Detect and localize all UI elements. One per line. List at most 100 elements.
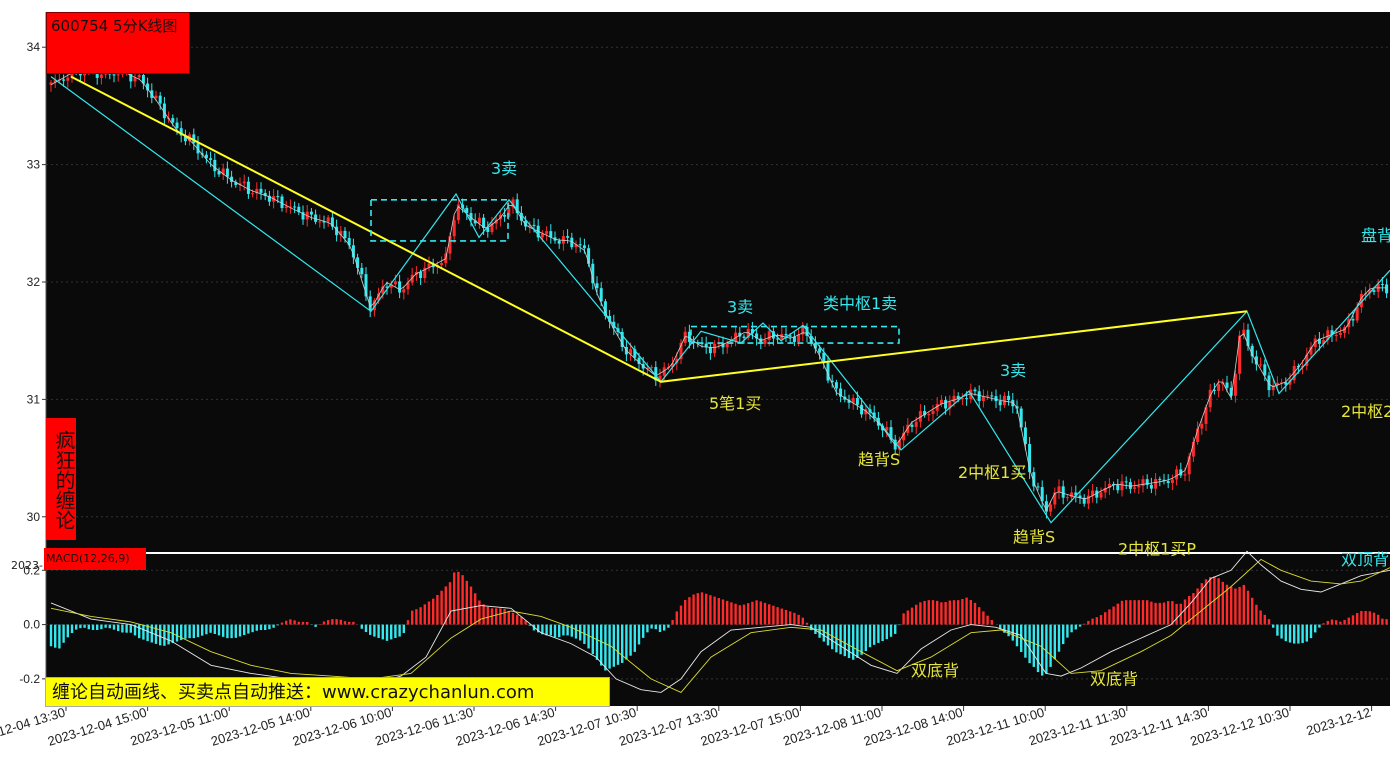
candle-body (1065, 497, 1069, 499)
candle-body (175, 122, 179, 129)
candle-body (767, 331, 771, 340)
candle-body (381, 286, 385, 294)
candle-body (477, 217, 481, 224)
yellow-stroke-line (70, 75, 1248, 383)
price-tick-label: 33 (27, 158, 41, 172)
candle-body (515, 199, 519, 214)
side-label: 疯狂的缠论 (46, 418, 76, 540)
candle-body (608, 315, 612, 322)
candle-body (1074, 492, 1078, 496)
candle-body (956, 395, 960, 399)
candle-body (839, 388, 843, 397)
candle-body (1330, 330, 1334, 336)
candle-body (1040, 487, 1044, 502)
candle-body (1078, 495, 1082, 498)
candle-body (582, 245, 586, 249)
candle-body (788, 335, 792, 337)
candle-body (692, 342, 696, 344)
candle-body (1175, 469, 1179, 480)
candle-body (158, 95, 162, 104)
candle-body (1380, 284, 1384, 286)
candle-body (1103, 488, 1107, 493)
candle-body (1263, 364, 1267, 376)
candle-body (1322, 340, 1326, 344)
candle-body (1179, 469, 1183, 476)
candle-body (490, 223, 494, 232)
macd-histogram (49, 571, 1388, 676)
candle-body (1212, 389, 1216, 391)
candle-body (372, 300, 376, 311)
candle-body (1267, 375, 1271, 391)
candle-body (759, 338, 763, 344)
candle-body (591, 263, 595, 284)
candle-body (230, 176, 234, 182)
candle-body (679, 342, 683, 360)
candle-body (473, 220, 477, 224)
candle-body (1019, 408, 1023, 428)
price-annotations: 3卖3卖类中枢1卖5笔1买3卖趋背S2中枢1买趋背S2中枢1买P盘背J2中枢2买 (491, 159, 1390, 558)
candle-body (183, 135, 187, 142)
candle-body (423, 267, 427, 279)
candle-body (49, 82, 53, 85)
candle-body (960, 398, 964, 400)
candle-body (1032, 472, 1036, 487)
candle-body (154, 95, 158, 98)
candle-body (545, 231, 549, 234)
candle-body (393, 281, 397, 285)
candle-body (1217, 384, 1221, 391)
candle-body (486, 227, 490, 232)
candle-body (927, 413, 931, 416)
candle-body (570, 237, 574, 248)
candle-body (1225, 382, 1229, 388)
candle-body (637, 357, 641, 364)
candle-body (1334, 334, 1338, 336)
candle-body (931, 410, 935, 414)
candle-body (822, 352, 826, 363)
candle-body (519, 213, 523, 221)
candle-body (133, 77, 137, 82)
candle-body (906, 424, 910, 433)
price-annotation: 5笔1买 (709, 394, 761, 413)
candle-body (1141, 479, 1145, 486)
candle-body (599, 288, 603, 302)
candle-body (343, 230, 347, 239)
candle-body (633, 349, 637, 358)
candle-body (322, 221, 326, 223)
candle-body (540, 233, 544, 238)
price-tick-label: 32 (27, 275, 41, 289)
price-tick-label: 34 (27, 40, 41, 54)
candle-body (1280, 382, 1284, 384)
candle-body (851, 398, 855, 403)
candle-body (847, 399, 851, 403)
candle-body (948, 402, 952, 409)
candle-body (456, 204, 460, 221)
candle-body (1053, 492, 1057, 505)
candle-body (771, 331, 775, 339)
candle-body (267, 195, 271, 202)
macd-tick-label: -0.2 (19, 672, 40, 686)
candle-body (1044, 501, 1048, 512)
candle-body (1187, 456, 1191, 475)
candle-body (687, 331, 691, 343)
candle-body (213, 159, 217, 172)
candle-body (326, 217, 330, 222)
candle-body (952, 395, 956, 403)
candle-body (1208, 389, 1212, 408)
candle-body (742, 336, 746, 338)
candle-body (1242, 329, 1246, 336)
macd-label: MACD(12,26,9) (44, 548, 146, 570)
candle-body (1292, 365, 1296, 381)
candle-body (1221, 382, 1225, 385)
candle-body (662, 367, 666, 376)
candle-body (1086, 495, 1090, 504)
candle-body (902, 432, 906, 441)
candle-body (578, 244, 582, 246)
macd-overflow-label: 2023- (11, 559, 43, 572)
candle-body (1049, 504, 1053, 512)
candle-body (389, 284, 393, 288)
candle-body (146, 83, 150, 91)
candle-body (1271, 385, 1275, 391)
candle-body (1112, 483, 1116, 485)
candle-body (171, 118, 175, 123)
candle-body (288, 206, 292, 208)
